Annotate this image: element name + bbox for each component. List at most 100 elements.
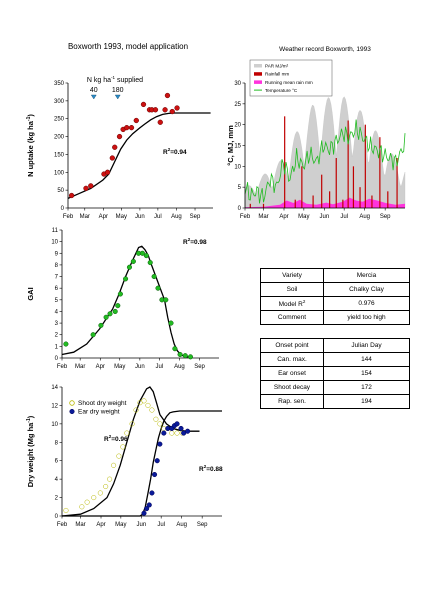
observed-point [88,183,94,189]
rainfall-bar [352,166,355,208]
x-tick-label: Sep [197,522,208,528]
table-row: Comment yield too high [260,310,410,325]
x-tick-label: Feb [57,522,68,528]
ear-observed-point [154,458,160,464]
observed-point [112,144,118,150]
rainfall-bar [284,116,286,208]
table-header-label: Onset point [260,338,324,353]
y-tick-label: 0 [55,356,59,362]
observed-point [169,108,175,115]
legend-swatch [254,72,262,76]
y-tick-label: 5 [238,185,242,191]
observed-point [139,250,145,256]
shoot-model-curve [61,386,200,517]
table-row: Ear onset 154 [260,366,410,381]
shoot-observed-point [97,490,103,496]
y-tick-label: 0 [61,206,65,212]
x-tick-label: Aug [176,522,187,528]
y-axis-label: N uptake (kg ha-1) [26,114,35,177]
observed-point [130,258,136,264]
rainfall-bar [301,166,303,208]
table-cell-label: Variety [260,268,324,283]
y-tick-label: 10 [234,164,241,170]
supply-label-superscript: -1 [111,75,115,80]
y-tick-label: 0 [238,206,242,212]
y-tick-label: 15 [234,144,241,150]
legend: PAR MJ/m² Rainfall mm Running mean rain mm… [249,59,333,97]
observed-point [168,320,174,326]
supply-marker-icon [90,94,97,100]
y-tick-label: 6 [55,459,59,465]
x-tick-label: Jul [157,522,165,528]
legend-label: Temperature °C [265,88,298,93]
observed-point [68,192,75,199]
y-tick-label: 150 [54,152,65,158]
r2-ear-label: R2=0.88 [199,464,223,473]
shoot-observed-point [149,407,155,413]
table-row: Model R2 0.976 [260,296,410,311]
y-tick-label: 25 [234,102,241,108]
rainfall-bar [321,174,323,208]
shoot-observed-point [145,402,151,408]
table-cell-label: Shoot decay [260,380,324,395]
table-cell-value: Chalky Clay [323,282,410,297]
supply-marker-icon [114,94,121,100]
observed-point [123,276,129,282]
rainfall-bar [364,124,366,208]
observed-point [117,291,123,297]
legend-label: PAR MJ/m² [265,64,289,69]
table-cell-label: Ear onset [260,366,324,381]
model-curve [67,112,211,199]
table-header-row: Onset point Julian Day [260,338,410,353]
table-row: Shoot decay 172 [260,380,410,395]
rainfall-bar [371,195,373,208]
x-tick-label: Feb [57,364,68,370]
axis-label-part: ) [26,114,35,117]
y-tick-label: 100 [54,170,65,176]
observed-point [151,273,157,280]
y-tick-label: 0 [55,514,59,520]
shoot-observed-point [107,476,113,482]
table-cell-label: Comment [260,310,324,325]
table-cell-value: 172 [323,380,410,395]
rainfall-bar [249,203,251,208]
ear-observed-point [161,430,167,436]
variety-table: Variety Mercia Soil Chalky Clay Model R2… [260,268,410,325]
legend-label: Ear dry weight [78,409,120,416]
r2-label: R2=0.94 [163,147,187,156]
ear-observed-point [174,421,180,427]
y-tick-label: 350 [54,81,65,87]
legend-box [249,59,333,97]
axis-label-part: N uptake (kg ha [26,120,35,177]
x-tick-label: Mar [80,214,90,220]
observed-point [143,253,149,259]
observed-point [187,354,194,360]
legend-marker [69,408,75,415]
x-tick-label: May [298,214,309,220]
y-tick-label: 3 [55,321,59,327]
observed-point [83,185,89,192]
x-tick-label: Jul [340,214,348,220]
x-tick-label: Feb [240,214,251,220]
table-cell-value: 144 [323,352,410,367]
x-tick-label: Jun [136,522,146,528]
shoot-observed-point [79,504,85,510]
observed-point [133,117,139,124]
table-header-value: Julian Day [323,338,410,353]
observed-point [155,285,161,291]
rainfall-bar [329,191,331,208]
x-tick-label: Aug [359,214,370,220]
shoot-observed-point [116,453,122,459]
x-tick-label: Mar [75,522,85,528]
observed-point [103,314,109,320]
model-r-superscript: 2 [302,298,306,304]
legend-swatch [254,80,262,84]
table-row: Can. max. 144 [260,352,410,367]
y-tick-label: 8 [55,263,59,269]
par-area [244,96,406,209]
observed-point [172,346,178,352]
observed-point [112,308,118,315]
observed-point [182,353,188,359]
model-curve [61,245,191,359]
